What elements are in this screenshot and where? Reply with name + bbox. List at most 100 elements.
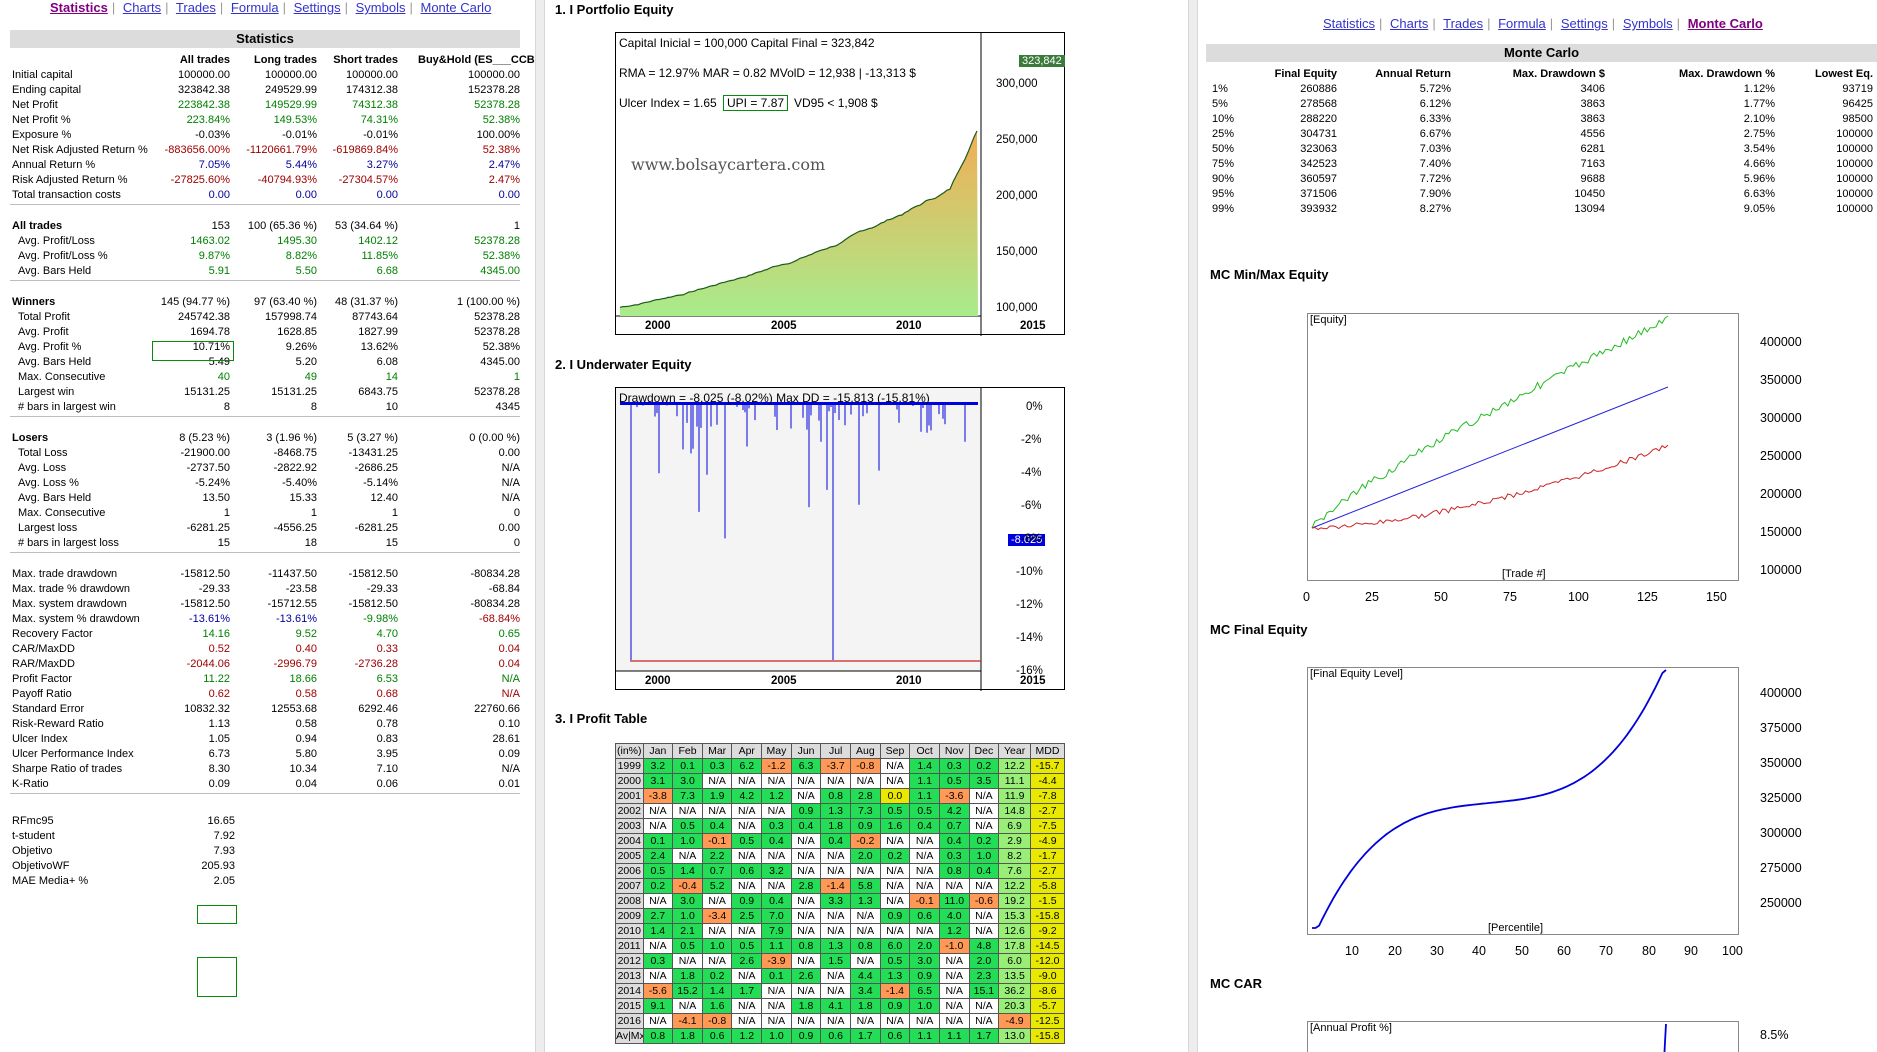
stat-value: 15131.25 [271, 386, 317, 398]
mc-value: 2.75% [1743, 128, 1775, 140]
stat-value: 52378.28 [474, 386, 520, 398]
stat-label: Net Risk Adjusted Return % [12, 144, 148, 156]
stat-label: Risk Adjusted Return % [12, 174, 128, 186]
profit-table-cell: N/A [820, 863, 852, 879]
profit-table-cell: 0.3 [938, 758, 970, 774]
profit-table-cell: 0.8 [820, 788, 852, 804]
stat-value: 10.34 [289, 763, 317, 775]
nav-monte-carlo[interactable]: Monte Carlo [420, 0, 492, 15]
stat-extra-value: 7.93 [213, 845, 235, 857]
profit-table-cell: N/A [938, 968, 970, 984]
stat-label: Recovery Factor [12, 628, 93, 640]
profit-table-row: Av|Mx 0.8 1.8 0.6 1.2 1.0 0.9 0.6 1.7 0.6 1.1 1.1 1.… [615, 1028, 1066, 1044]
profit-table-cell: 6.3 [790, 758, 822, 774]
stat-value: 149.53% [273, 114, 317, 126]
stat-label: Ending capital [12, 84, 82, 96]
stat-value: -2044.06 [186, 658, 230, 670]
stat-row: Avg. Bars Held 5.91 5.50 6.68 4345.00 [10, 262, 520, 280]
nav-statistics[interactable]: Statistics [1323, 16, 1376, 31]
stat-row: Recovery Factor 14.16 9.52 4.70 0.65 [10, 625, 520, 643]
stat-value: -68.84 [488, 583, 520, 595]
uw-ytick-16: -16% [1016, 665, 1043, 677]
fe-ytick-375k: 375000 [1760, 721, 1802, 735]
profit-table-row: 2008 N/A 3.0 N/A 0.9 0.4 N/A 3.3 1.3 N/A -0.1 11.0-… [615, 893, 1066, 909]
pane-divider[interactable] [535, 0, 545, 1052]
equity-svg [616, 33, 982, 336]
mc-row: 5% 278568 6.12% 3863 1.77% 96425 [1210, 95, 1875, 113]
nav-trades[interactable]: Trades [1443, 16, 1484, 31]
uw-xtick-2015: 2015 [1020, 675, 1046, 687]
fe-xtick-30: 30 [1430, 944, 1444, 958]
profit-table-year: 2003 [615, 818, 644, 834]
profit-table-cell: 0.9 [790, 1028, 822, 1044]
profit-table-cell: 0.2 [701, 968, 733, 984]
stat-value: 1495.30 [277, 235, 317, 247]
profit-table-header: (in%) Jan Feb Mar Apr May Jun Jul Aug Sep Oct Nov De… [615, 743, 1066, 759]
stat-value: 0.83 [376, 733, 398, 745]
nav-monte-carlo[interactable]: Monte Carlo [1687, 16, 1763, 31]
nav-settings[interactable]: Settings [293, 0, 341, 15]
nav-settings[interactable]: Settings [1560, 16, 1608, 31]
profit-table-cell: N/A [909, 848, 940, 864]
profit-table-cell: 0.8 [938, 863, 970, 879]
profit-table-cell: 0.2 [879, 848, 911, 864]
profit-table-cell: N/A [701, 893, 733, 909]
profit-table-cell: 2.8 [790, 878, 822, 894]
profit-table-cell: N/A [672, 848, 703, 864]
profit-table-cell: 0.4 [761, 833, 792, 849]
mc-car-svg [1663, 1023, 1667, 1052]
stat-value: 0.00 [498, 447, 520, 459]
profit-table-cell: -1.5 [1029, 893, 1066, 909]
stat-value: 1694.78 [190, 326, 230, 338]
mc-row: 99% 393932 8.27% 13094 9.05% 100000 [1210, 200, 1875, 218]
mc-final-ylab: [Final Equity Level] [1310, 668, 1403, 680]
stat-value: 5.44% [285, 159, 317, 171]
nav-trades[interactable]: Trades [175, 0, 216, 15]
stat-label: Total Profit [18, 311, 70, 323]
stat-value: 1 [223, 507, 230, 519]
col-buy-hold: Buy&Hold (ES___CCB) [418, 54, 535, 66]
nav-statistics[interactable]: Statistics [50, 0, 108, 15]
profit-table-cell: N/A [761, 878, 792, 894]
stat-value: 6.08 [376, 356, 398, 368]
profit-table-cell: -3.6 [938, 788, 970, 804]
mc-percentile: 99% [1212, 203, 1235, 215]
profit-table-cell: 6.2 [731, 758, 763, 774]
mc-value: 6.67% [1419, 128, 1451, 140]
nav-formula[interactable]: Formula [230, 0, 279, 15]
stat-value: 0.04 [498, 643, 520, 655]
stat-value: -6281.25 [354, 522, 398, 534]
stat-value: 40 [217, 371, 230, 383]
stat-row: Risk Adjusted Return % -27825.60% -40794.9… [10, 171, 520, 189]
stat-row: Avg. Bars Held 13.50 15.33 12.40 N/A [10, 489, 520, 507]
profit-table-cell: N/A [642, 968, 674, 984]
stat-row: Net Profit 223842.38 149529.99 74312.38 5237… [10, 96, 520, 114]
stat-value: 13.50 [202, 492, 230, 504]
stat-value: 1 [513, 220, 520, 232]
stat-label: Avg. Profit/Loss [18, 235, 95, 247]
profit-table-col-header: Feb [672, 743, 703, 759]
profit-table-cell: 1.0 [968, 848, 1000, 864]
nav-symbols[interactable]: Symbols [1622, 16, 1673, 31]
stat-value: 0.00 [295, 189, 317, 201]
mc-min-line [1311, 444, 1669, 531]
profit-table-cell: N/A [909, 1013, 940, 1029]
nav-charts[interactable]: Charts [1390, 16, 1429, 31]
profit-table-cell: 0.4 [701, 818, 733, 834]
profit-table-cell: N/A [761, 998, 792, 1014]
nav-charts[interactable]: Charts [122, 0, 162, 15]
equity-info-line1: Capital Inicial = 100,000 Capital Final … [619, 36, 875, 50]
profit-table-cell: 20.3 [998, 998, 1031, 1014]
mc-value: 393932 [1300, 203, 1337, 215]
stat-value: 0.00 [498, 522, 520, 534]
nav-symbols[interactable]: Symbols [355, 0, 406, 15]
stat-extra-row: MAE Media+ % 2.05 [10, 872, 520, 890]
profit-table-cell: 1.6 [701, 998, 733, 1014]
statistics-header-row: All trades Long trades Short trades Buy&… [10, 51, 535, 69]
nav-formula[interactable]: Formula [1498, 16, 1546, 31]
stat-value: N/A [501, 492, 520, 504]
profit-table-cell: 0.8 [850, 938, 881, 954]
section-divider [10, 793, 520, 794]
pane-divider-2[interactable] [1188, 0, 1198, 1052]
stat-row: Largest loss -6281.25 -4556.25 -6281.25 0.00 [10, 519, 520, 537]
